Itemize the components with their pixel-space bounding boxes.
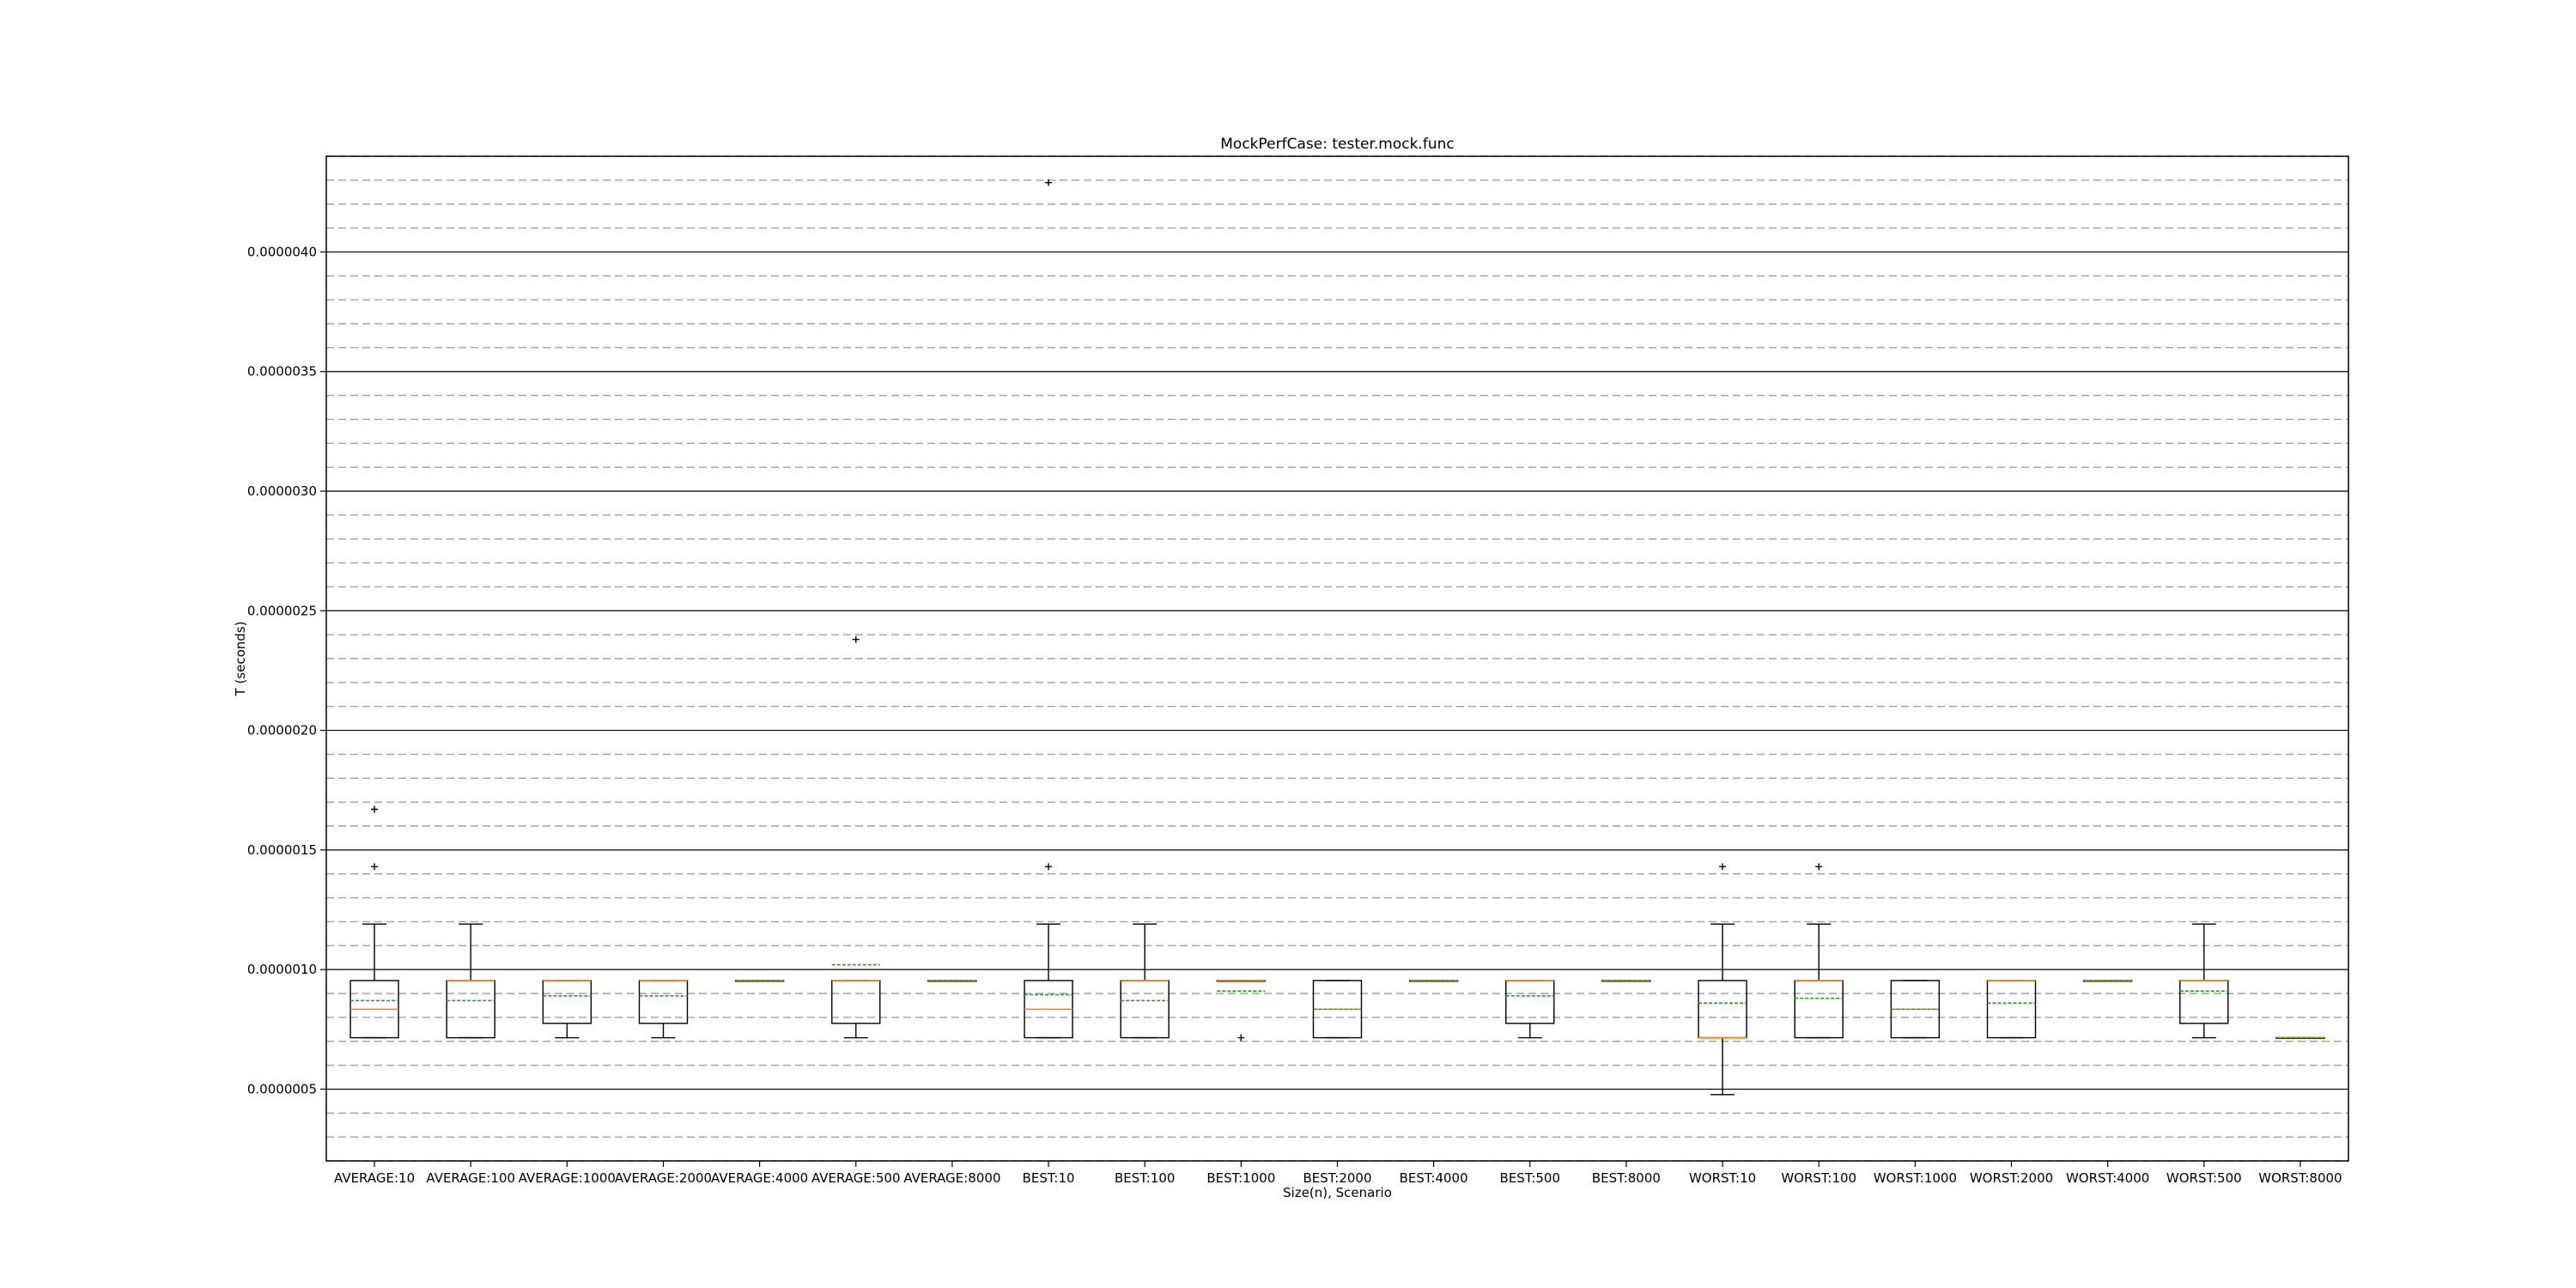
y-tick-label: 0.0000015 <box>247 842 317 858</box>
y-tick-label: 0.0000035 <box>247 364 317 380</box>
x-axis-ticks: AVERAGE:10 AVERAGE:100 AVERAGE:1000AVERAGE… <box>334 1161 2342 1186</box>
x-tick-label: BEST:10 <box>1023 1170 1075 1186</box>
x-tick-label: AVERAGE:8000 <box>903 1170 1000 1186</box>
x-tick-label: WORST:1000 <box>1874 1170 1957 1186</box>
outlier-point <box>1719 863 1727 871</box>
x-tick-label: BEST:2000 <box>1303 1170 1371 1186</box>
x-tick-label: WORST:100 <box>1781 1170 1856 1186</box>
x-tick-label: BEST:1000 <box>1206 1170 1275 1186</box>
box-series <box>349 179 2325 1096</box>
box-average-500 <box>831 635 881 1039</box>
x-tick-label: BEST:500 <box>1500 1170 1561 1186</box>
x-tick-label: WORST:4000 <box>2066 1170 2149 1186</box>
box-worst-100 <box>1794 863 1844 1039</box>
box-best-500 <box>1505 980 1555 1039</box>
outlier-point <box>1045 179 1053 186</box>
x-tick-label: BEST:8000 <box>1592 1170 1661 1186</box>
y-tick-label: 0.0000005 <box>247 1081 317 1097</box>
y-axis-label: T (seconds) <box>233 622 248 697</box>
x-tick-label: AVERAGE:4000 <box>711 1170 808 1186</box>
grid-lines <box>326 155 2348 1162</box>
x-tick-label: AVERAGE:2000 <box>615 1170 712 1186</box>
y-tick-label: 0.0000040 <box>247 244 317 259</box>
x-tick-label: AVERAGE:100 <box>426 1170 515 1186</box>
box-best-1000 <box>1216 980 1267 1042</box>
box-average-2000 <box>638 980 689 1039</box>
outlier-point <box>371 805 379 813</box>
x-tick-label: BEST:4000 <box>1400 1170 1468 1186</box>
outlier-point <box>1237 1034 1245 1042</box>
x-tick-label: AVERAGE:10 <box>334 1170 415 1186</box>
x-axis-label: Size(n), Scenario <box>1283 1185 1392 1200</box>
x-tick-label: WORST:8000 <box>2258 1170 2342 1186</box>
y-axis-ticks: 0.0000005 0.0000010 0.0000015 0.0000020 0.00… <box>247 244 326 1097</box>
x-tick-label: AVERAGE:1000 <box>519 1170 616 1186</box>
box-worst-8000 <box>2275 1036 2325 1040</box>
outlier-point <box>371 863 379 871</box>
y-tick-label: 0.0000010 <box>247 962 317 977</box>
box-worst-500 <box>2179 923 2229 1039</box>
x-tick-label: BEST:100 <box>1115 1170 1176 1186</box>
outlier-point <box>1045 863 1053 871</box>
x-tick-label: AVERAGE:500 <box>811 1170 901 1186</box>
box-average-10 <box>349 805 399 1039</box>
y-tick-label: 0.0000020 <box>247 723 317 738</box>
outlier-point <box>1815 863 1823 871</box>
box-worst-2000 <box>1986 980 2037 1039</box>
box-worst-10 <box>1698 863 1747 1096</box>
box-best-2000 <box>1312 980 1363 1039</box>
box-average-100 <box>446 923 495 1039</box>
box-average-1000 <box>542 980 592 1039</box>
box-best-10 <box>1024 179 1073 1039</box>
y-tick-label: 0.0000030 <box>247 483 317 499</box>
x-tick-label: WORST:500 <box>2166 1170 2242 1186</box>
y-tick-label: 0.0000025 <box>247 603 317 618</box>
box-best-100 <box>1120 923 1170 1039</box>
box-worst-1000 <box>1890 980 1941 1039</box>
x-tick-label: WORST:10 <box>1689 1170 1756 1186</box>
x-tick-label: WORST:2000 <box>1970 1170 2053 1186</box>
chart-title: MockPerfCase: tester.mock.func <box>1220 136 1454 153</box>
outlier-point <box>852 635 860 643</box>
